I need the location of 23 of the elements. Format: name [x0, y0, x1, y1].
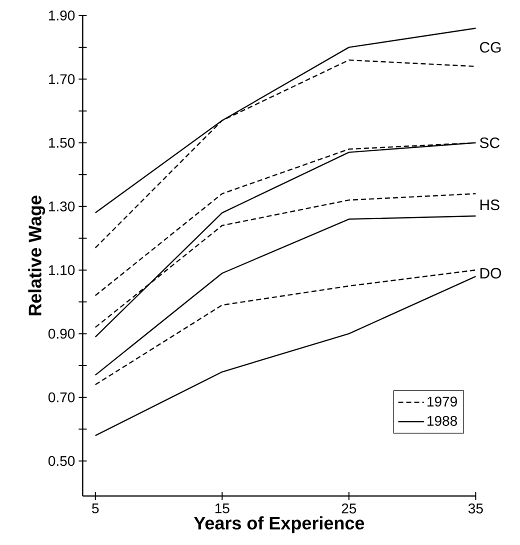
- legend-label: 1988: [428, 416, 457, 426]
- y-tick-label: 1.30: [48, 201, 75, 212]
- x-tick-label: 5: [92, 504, 99, 514]
- x-tick-label: 15: [215, 504, 230, 514]
- y-tick-label: 1.50: [48, 138, 75, 148]
- y-tick-label: 0.50: [48, 456, 75, 466]
- text: DO: [480, 268, 502, 279]
- y-tick-label: 0.70: [48, 392, 75, 402]
- text: HS: [480, 200, 500, 210]
- y-tick-label: 0.90: [48, 328, 75, 339]
- text: CG: [480, 42, 501, 53]
- line-series: [94, 269, 476, 386]
- x-tick-label: 25: [342, 504, 356, 514]
- line-series: [94, 215, 476, 376]
- y-tick-label: 1.70: [48, 74, 75, 84]
- legend-label: 1979: [428, 396, 457, 407]
- y-tick-label: 1.10: [48, 265, 75, 276]
- text: SC: [480, 137, 500, 148]
- y-tick-label: 1.90: [48, 10, 75, 20]
- x-axis-title: Years of Experience: [194, 516, 364, 534]
- x-tick-label: 35: [468, 504, 483, 514]
- y-axis-title: Relative Wage: [28, 196, 46, 316]
- line-series: [94, 276, 476, 436]
